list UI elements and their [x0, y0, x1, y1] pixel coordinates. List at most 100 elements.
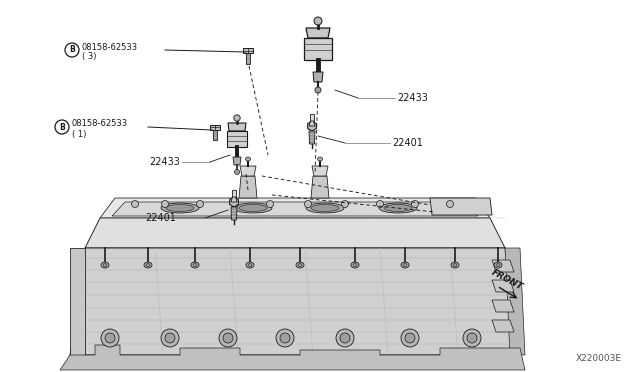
Polygon shape [243, 48, 253, 53]
Circle shape [315, 87, 321, 93]
Circle shape [101, 329, 119, 347]
Polygon shape [505, 248, 525, 355]
Polygon shape [112, 202, 478, 216]
Ellipse shape [166, 205, 194, 212]
Polygon shape [213, 130, 217, 140]
Ellipse shape [246, 262, 254, 268]
Polygon shape [304, 38, 332, 60]
Circle shape [223, 333, 233, 343]
Ellipse shape [401, 262, 409, 268]
Polygon shape [60, 345, 525, 370]
Ellipse shape [248, 263, 252, 266]
Circle shape [342, 201, 349, 208]
Polygon shape [231, 207, 237, 220]
Polygon shape [85, 218, 505, 248]
Polygon shape [228, 123, 246, 131]
Text: 22433: 22433 [397, 93, 428, 103]
Polygon shape [70, 248, 85, 355]
Circle shape [405, 333, 415, 343]
Circle shape [340, 333, 350, 343]
Text: B: B [69, 45, 75, 55]
Ellipse shape [379, 203, 417, 213]
Ellipse shape [103, 263, 107, 266]
Ellipse shape [384, 205, 412, 212]
Polygon shape [492, 280, 514, 292]
Polygon shape [311, 176, 329, 198]
Ellipse shape [496, 263, 500, 266]
Ellipse shape [161, 203, 199, 213]
Polygon shape [312, 166, 328, 176]
Ellipse shape [451, 262, 459, 268]
Ellipse shape [494, 262, 502, 268]
Circle shape [105, 333, 115, 343]
Ellipse shape [246, 157, 250, 161]
Circle shape [161, 201, 168, 208]
Polygon shape [430, 198, 492, 215]
Circle shape [219, 329, 237, 347]
Polygon shape [211, 125, 220, 130]
Text: FRONT: FRONT [490, 268, 524, 292]
Circle shape [196, 201, 204, 208]
Text: 22433: 22433 [149, 157, 180, 167]
Polygon shape [310, 114, 314, 121]
Circle shape [165, 333, 175, 343]
Polygon shape [313, 72, 323, 82]
Ellipse shape [144, 262, 152, 268]
Ellipse shape [353, 263, 357, 266]
Polygon shape [309, 121, 315, 126]
Ellipse shape [234, 203, 272, 213]
Ellipse shape [191, 262, 199, 268]
Ellipse shape [296, 262, 304, 268]
Ellipse shape [298, 263, 302, 266]
Text: B: B [59, 122, 65, 131]
Ellipse shape [351, 262, 359, 268]
Polygon shape [492, 300, 514, 312]
Circle shape [305, 201, 312, 208]
Ellipse shape [101, 262, 109, 268]
Circle shape [276, 329, 294, 347]
Polygon shape [240, 166, 256, 176]
Text: 22401: 22401 [392, 138, 423, 148]
Polygon shape [246, 53, 250, 64]
Circle shape [412, 201, 419, 208]
Text: 08158-62533: 08158-62533 [82, 42, 138, 51]
Circle shape [336, 329, 354, 347]
Polygon shape [233, 157, 241, 165]
Text: ( 3): ( 3) [82, 52, 97, 61]
Polygon shape [231, 197, 237, 202]
Polygon shape [492, 320, 514, 332]
Polygon shape [492, 260, 514, 272]
Circle shape [376, 201, 383, 208]
Circle shape [234, 170, 239, 174]
Polygon shape [239, 176, 257, 198]
Polygon shape [232, 190, 236, 197]
Ellipse shape [317, 157, 323, 161]
Ellipse shape [239, 205, 267, 212]
Polygon shape [308, 121, 316, 131]
Circle shape [447, 201, 454, 208]
Polygon shape [100, 198, 490, 218]
Text: ( 1): ( 1) [72, 129, 86, 138]
Circle shape [234, 115, 240, 121]
Polygon shape [230, 197, 238, 207]
Ellipse shape [453, 263, 457, 266]
Polygon shape [227, 131, 247, 147]
Circle shape [161, 329, 179, 347]
Ellipse shape [306, 203, 344, 213]
Text: X220003E: X220003E [576, 354, 622, 363]
Circle shape [314, 17, 322, 25]
Text: 22401: 22401 [145, 213, 176, 223]
Polygon shape [70, 248, 520, 355]
Ellipse shape [146, 263, 150, 266]
Circle shape [266, 201, 273, 208]
Ellipse shape [193, 263, 197, 266]
Ellipse shape [403, 263, 407, 266]
Circle shape [280, 333, 290, 343]
Circle shape [463, 329, 481, 347]
Circle shape [131, 201, 138, 208]
Circle shape [467, 333, 477, 343]
Circle shape [401, 329, 419, 347]
Polygon shape [309, 131, 315, 144]
Ellipse shape [311, 205, 339, 212]
Polygon shape [306, 28, 330, 38]
